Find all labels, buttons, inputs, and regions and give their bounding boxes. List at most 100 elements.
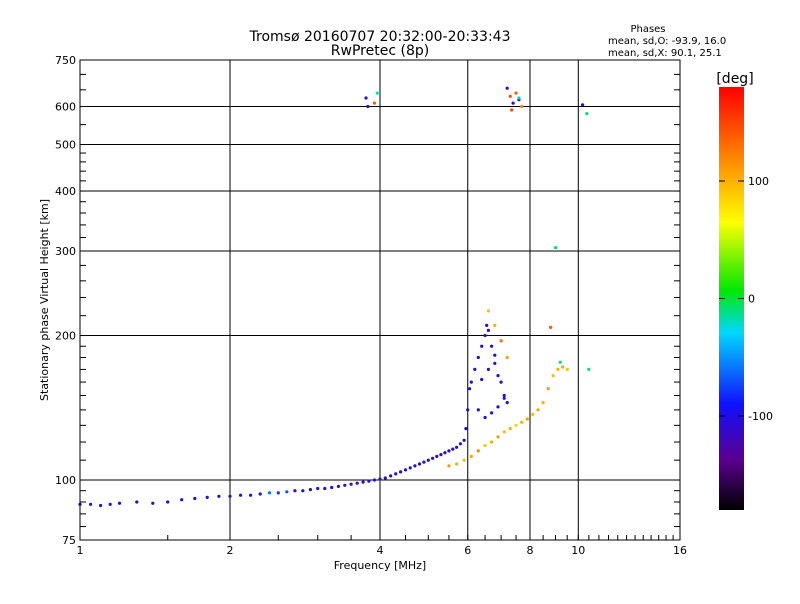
data-point <box>565 367 569 371</box>
data-point <box>383 476 387 480</box>
data-point <box>399 470 403 474</box>
data-point <box>541 401 545 405</box>
data-point <box>483 333 487 338</box>
y-axis-label: Stationary phase Virtual Height [km] <box>38 199 51 401</box>
data-point <box>408 466 412 470</box>
data-point <box>249 493 253 497</box>
data-point <box>493 361 497 365</box>
data-point <box>549 325 553 329</box>
data-point <box>486 309 490 313</box>
data-point <box>316 486 320 491</box>
data-point <box>336 484 340 488</box>
data-point <box>585 112 589 116</box>
y-tick-label: 400 <box>55 185 76 198</box>
data-point <box>431 456 435 460</box>
data-point <box>490 440 494 444</box>
y-tick-label: 300 <box>55 245 76 258</box>
colorbar-tick-label: 100 <box>748 175 769 188</box>
data-point <box>466 408 470 412</box>
data-point <box>467 387 472 391</box>
data-point <box>375 91 379 95</box>
x-tick-label: 4 <box>377 544 384 557</box>
data-point <box>480 377 484 382</box>
x-tick-label: 8 <box>527 544 534 557</box>
data-point <box>458 442 462 446</box>
chart-subtitle: RwPretec (8p) <box>331 43 429 59</box>
data-point <box>308 488 312 492</box>
data-point <box>435 454 439 458</box>
data-point <box>496 435 500 439</box>
data-point <box>496 405 500 409</box>
data-point <box>508 94 512 98</box>
data-point <box>483 443 487 448</box>
data-point <box>476 408 480 412</box>
data-point <box>502 393 506 398</box>
data-point <box>476 355 480 360</box>
phase-info-title: Phases <box>630 24 665 35</box>
y-tick-label: 500 <box>55 139 76 152</box>
data-point <box>480 344 484 348</box>
data-point <box>372 478 377 482</box>
data-point <box>505 355 509 360</box>
data-point <box>496 374 500 378</box>
data-point <box>485 323 489 327</box>
data-point <box>469 454 473 458</box>
data-point <box>508 427 512 431</box>
phase-info-x: mean, sd,X: 90.1, 25.1 <box>608 48 722 59</box>
data-point <box>505 86 509 90</box>
y-tick-label: 100 <box>55 474 76 487</box>
scatter-points <box>78 86 591 508</box>
data-point <box>514 91 518 95</box>
y-tick-label: 75 <box>62 534 76 547</box>
y-tick-label: 600 <box>55 101 76 114</box>
y-axis: 75 100 200 300 400 500 600 750 <box>55 54 680 547</box>
data-point <box>301 489 305 493</box>
y-tick-label: 200 <box>55 330 76 343</box>
colorbar-tick-label: 0 <box>748 293 755 306</box>
data-point <box>267 491 272 495</box>
data-point <box>378 477 382 481</box>
data-point <box>587 367 591 371</box>
data-point <box>135 500 139 504</box>
data-point <box>553 246 558 250</box>
data-point <box>422 460 426 464</box>
data-point <box>531 412 535 416</box>
data-point <box>502 430 506 434</box>
data-point <box>372 101 377 105</box>
data-point <box>355 481 359 485</box>
data-point <box>502 396 506 400</box>
data-point <box>520 420 524 424</box>
data-point <box>561 365 565 369</box>
colorbar-ticks: 100 0 -100 <box>719 175 773 423</box>
data-point <box>517 96 521 100</box>
x-tick-label: 6 <box>464 544 471 557</box>
data-point <box>413 464 417 468</box>
data-point <box>455 462 459 466</box>
data-point <box>455 445 459 449</box>
data-point <box>510 108 514 112</box>
data-point <box>499 339 503 343</box>
data-point <box>426 458 430 462</box>
data-point <box>439 453 443 457</box>
data-point <box>151 501 155 505</box>
data-point <box>364 96 368 100</box>
data-point <box>451 447 455 451</box>
data-point <box>276 491 280 495</box>
x-axis: 1 2 4 6 8 10 16 <box>77 535 687 557</box>
data-point <box>483 415 487 420</box>
chart-title: Tromsø 20160707 20:32:00-20:33:43 <box>249 29 511 45</box>
phase-info-o: mean, sd,O: -93.9, 16.0 <box>608 36 726 47</box>
data-point <box>505 401 509 405</box>
data-point <box>166 500 170 504</box>
data-point <box>558 360 562 364</box>
data-point <box>285 490 289 494</box>
data-point <box>343 483 347 487</box>
x-tick-label: 2 <box>227 544 234 557</box>
data-point <box>443 451 447 455</box>
x-tick-label: 1 <box>77 544 84 557</box>
x-axis-label: Frequency [MHz] <box>334 559 426 572</box>
data-point <box>367 479 371 483</box>
data-point <box>99 503 103 508</box>
data-point <box>490 344 494 348</box>
data-point <box>349 482 353 486</box>
